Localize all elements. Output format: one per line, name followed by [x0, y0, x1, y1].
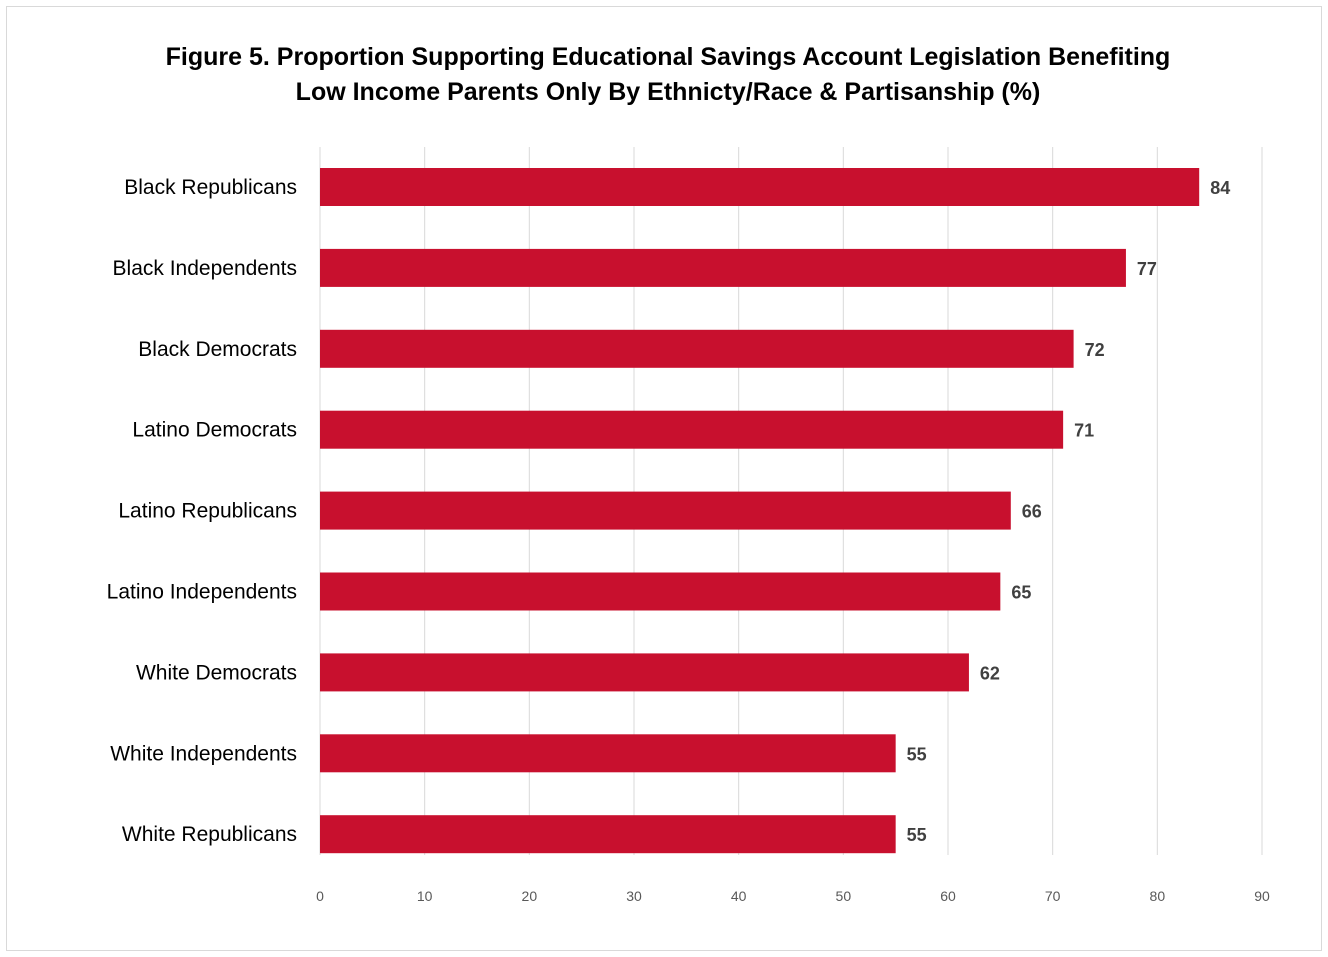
x-tick-label: 30: [626, 888, 642, 904]
bar: [320, 168, 1200, 206]
x-tick-label: 0: [316, 888, 324, 904]
category-label: Black Independents: [113, 257, 297, 280]
chart-title-line-1: Figure 5. Proportion Supporting Educatio…: [165, 43, 1171, 71]
data-label: 77: [1137, 259, 1157, 279]
x-tick-label: 40: [731, 888, 747, 904]
data-label: 55: [907, 825, 927, 845]
category-label: Black Democrats: [138, 338, 297, 361]
bar: [320, 734, 896, 773]
bar: [320, 572, 1001, 611]
category-label: Black Republicans: [124, 176, 297, 199]
category-label: Latino Democrats: [132, 419, 297, 442]
chart-title-line-2: Low Income Parents Only By Ethnicty/Race…: [295, 78, 1041, 106]
x-tick-label: 10: [417, 888, 433, 904]
bar: [320, 815, 896, 854]
category-label: White Democrats: [136, 661, 297, 684]
bar: [320, 491, 1011, 530]
x-tick-label: 70: [1045, 888, 1061, 904]
bar: [320, 248, 1126, 287]
chart-frame: [6, 6, 1322, 951]
data-label: 55: [907, 744, 927, 764]
data-label: 71: [1074, 421, 1094, 441]
bar: [320, 329, 1074, 368]
data-label: 62: [980, 663, 1000, 683]
category-label: White Republicans: [122, 823, 297, 846]
x-tick-label: 60: [940, 888, 956, 904]
x-tick-label: 20: [522, 888, 538, 904]
bar: [320, 653, 969, 692]
x-tick-label: 50: [836, 888, 852, 904]
data-label: 72: [1085, 340, 1105, 360]
data-label: 65: [1011, 583, 1031, 603]
category-label: Latino Republicans: [118, 500, 297, 523]
data-label: 66: [1022, 502, 1042, 522]
category-label: White Independents: [110, 742, 297, 765]
data-label: 84: [1210, 178, 1230, 198]
bar: [320, 410, 1064, 449]
x-tick-label: 90: [1254, 888, 1270, 904]
category-label: Latino Independents: [107, 581, 297, 604]
x-tick-label: 80: [1150, 888, 1166, 904]
chart-title: Figure 5. Proportion Supporting Educatio…: [0, 40, 1328, 110]
